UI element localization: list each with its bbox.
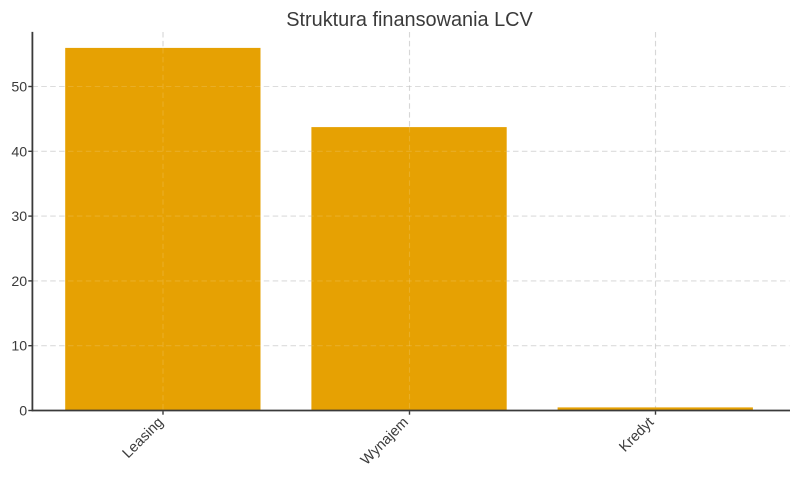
svg-text:20: 20: [11, 274, 27, 290]
svg-text:50: 50: [11, 80, 27, 96]
svg-text:40: 40: [11, 144, 27, 160]
svg-text:Kredyt: Kredyt: [616, 415, 657, 456]
svg-text:0: 0: [19, 404, 27, 420]
svg-text:Wynajem: Wynajem: [358, 415, 412, 469]
svg-text:Leasing: Leasing: [120, 415, 167, 462]
svg-text:30: 30: [11, 209, 27, 225]
svg-text:10: 10: [11, 339, 27, 355]
svg-text:Struktura finansowania LCV: Struktura finansowania LCV: [286, 9, 533, 31]
